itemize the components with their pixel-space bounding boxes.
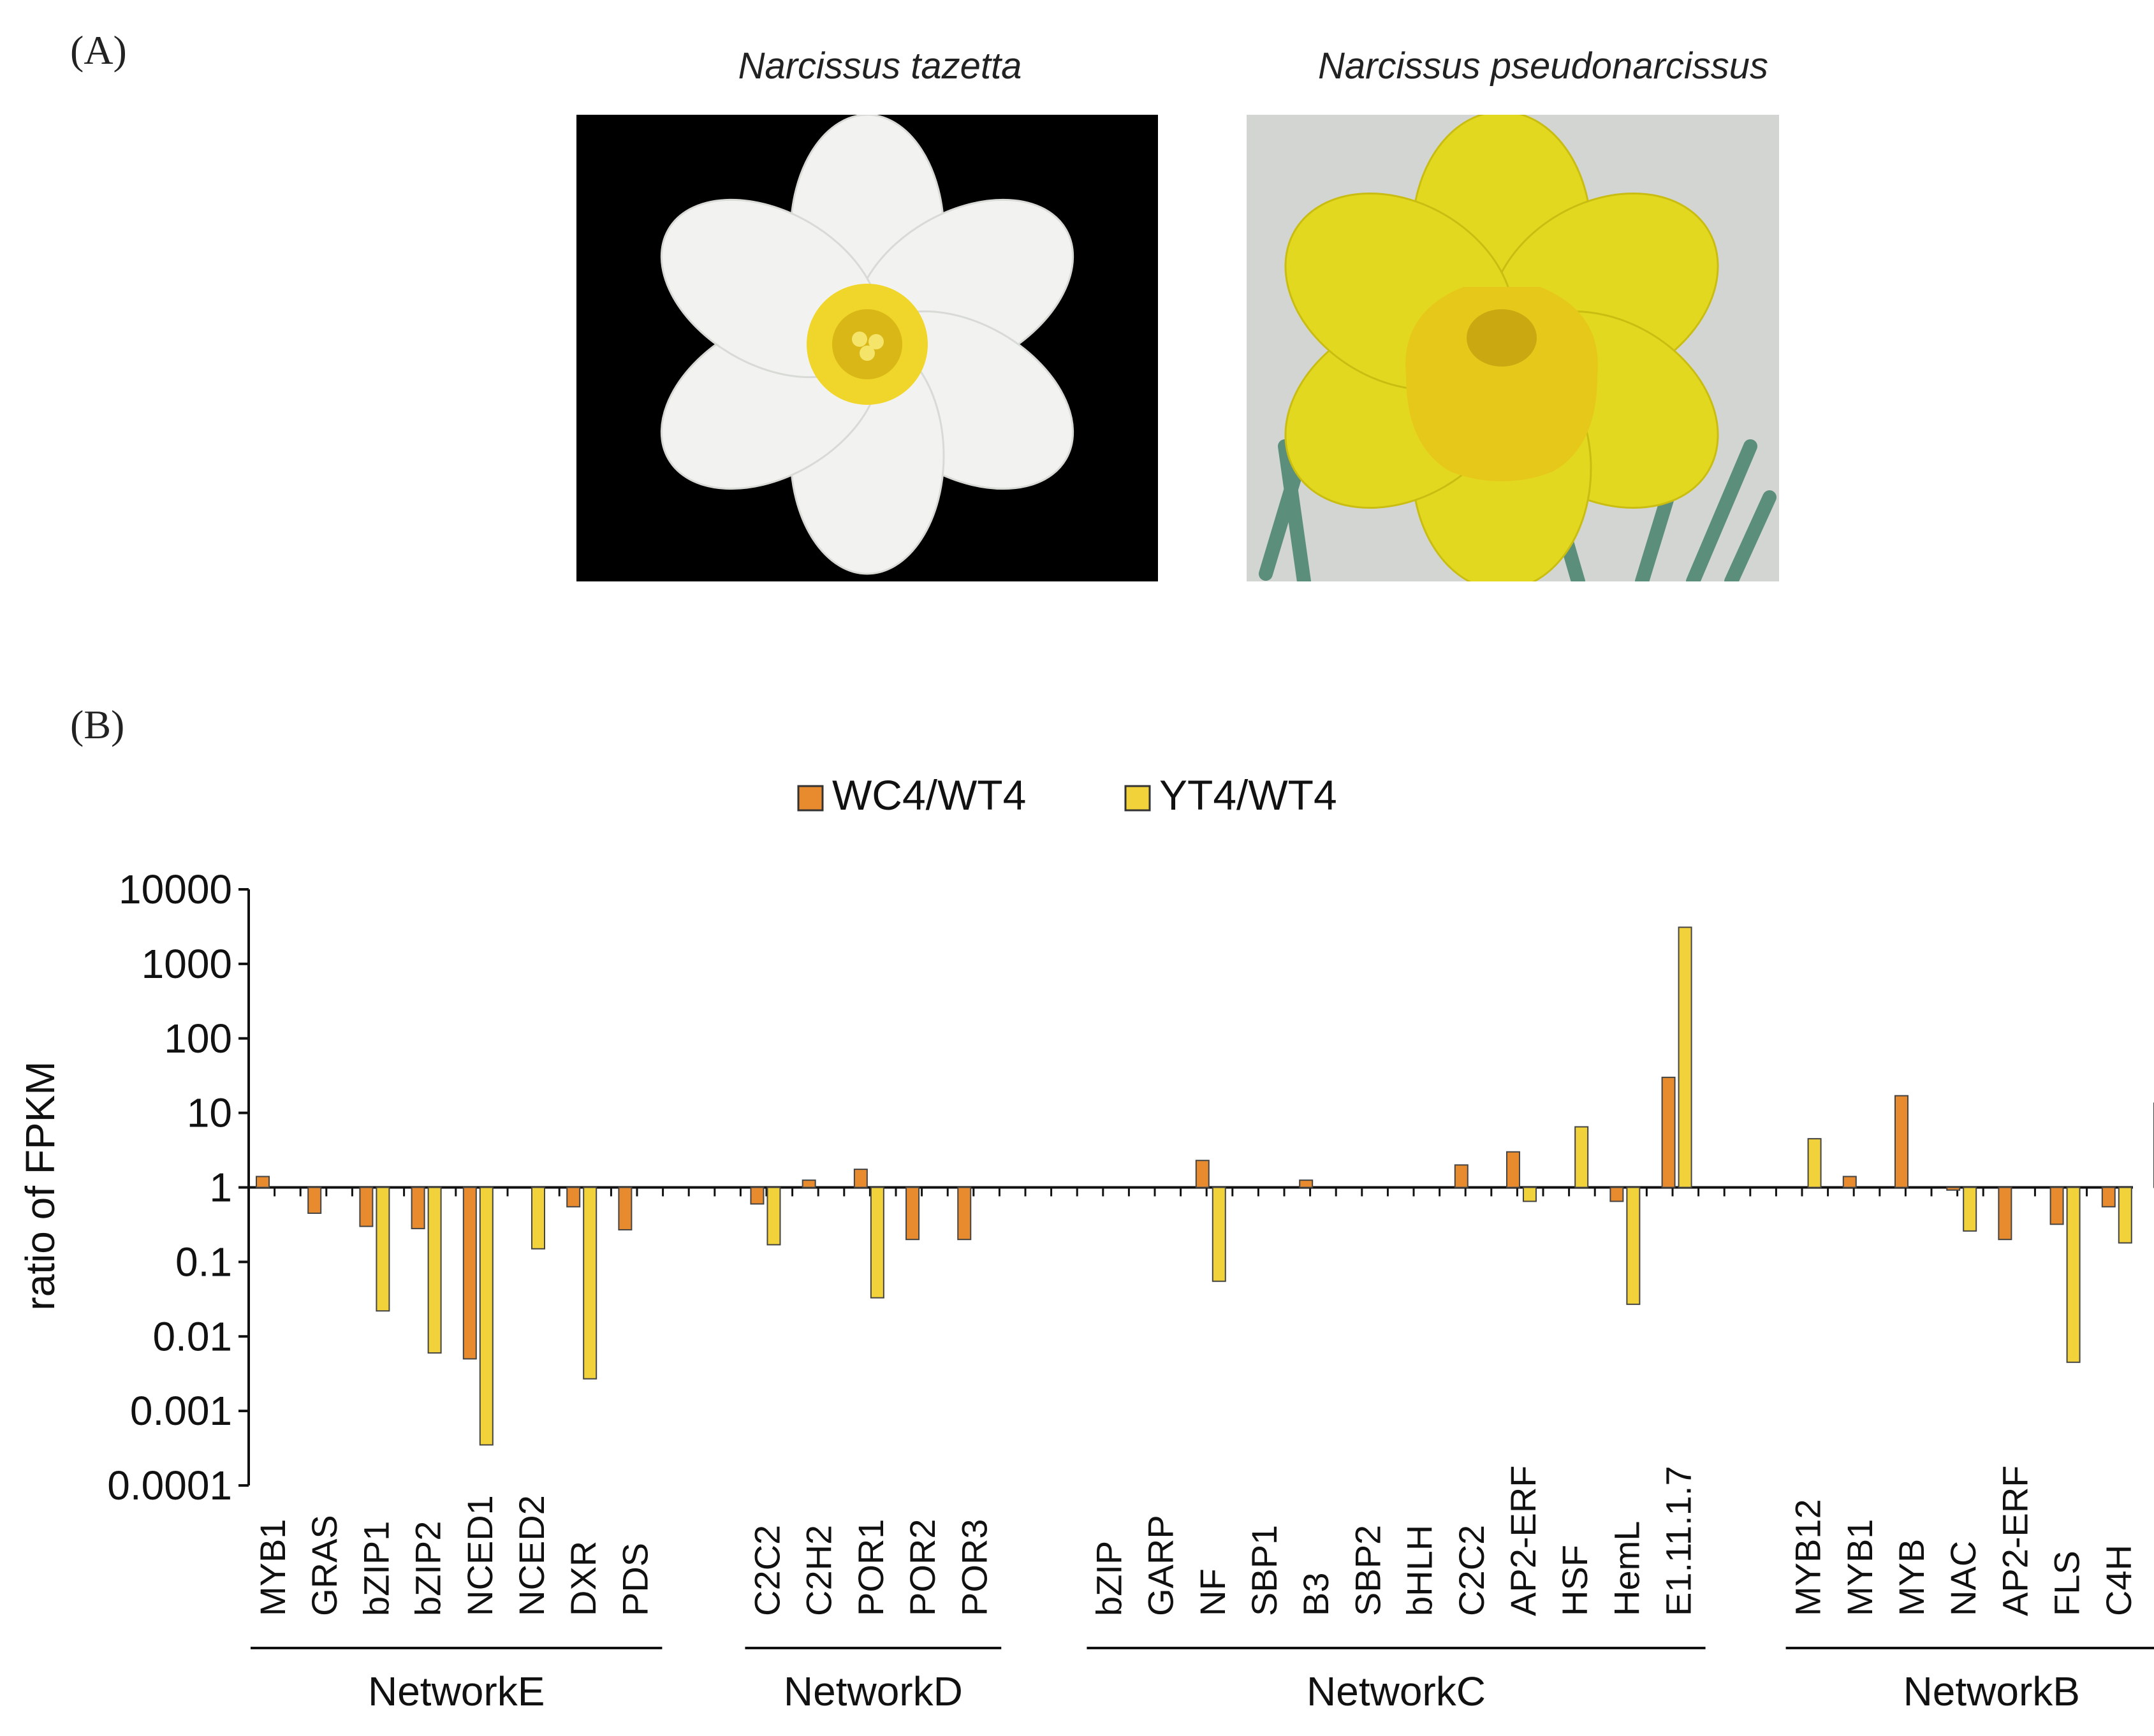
bar-wc4 [618, 1186, 633, 1230]
gene-label: GARP [1141, 1515, 1181, 1616]
gene-label: bZIP1 [356, 1521, 396, 1616]
photo-caption-pseudonarcissus: Narcissus pseudonarcissus [1318, 45, 1768, 87]
gene-label: NCED2 [511, 1495, 552, 1616]
bar-yt4 [870, 1186, 884, 1299]
bar-wc4 [359, 1186, 374, 1227]
gene-label: NF [1192, 1568, 1233, 1616]
gene-label: POR1 [851, 1519, 891, 1617]
y-tick-label: 100 [164, 1016, 232, 1061]
bar-wc4 [1195, 1160, 1210, 1188]
y-tick-label: 0.0001 [107, 1462, 232, 1508]
y-axis-label: ratio of FPKM [17, 1061, 63, 1310]
gene-label: FLS [2047, 1550, 2087, 1616]
bar-yt4 [427, 1186, 442, 1354]
bar-yt4 [1807, 1138, 1822, 1188]
bar-wc4 [1506, 1151, 1520, 1188]
gene-label: bZIP [1088, 1541, 1129, 1616]
bar-yt4 [1678, 926, 1692, 1188]
gene-label: MYB1 [253, 1519, 293, 1617]
group-label: NetworkD [784, 1668, 963, 1714]
bar-wc4 [853, 1169, 868, 1188]
gene-label: SBP1 [1244, 1525, 1284, 1616]
bar-wc4 [307, 1186, 322, 1214]
panel-label-a: (A) [70, 27, 127, 73]
bar-wc4 [2101, 1186, 2116, 1207]
bar-yt4 [1963, 1186, 1977, 1232]
bar-wc4 [411, 1186, 425, 1230]
bar-yt4 [531, 1186, 545, 1250]
gene-label: NAC [1943, 1541, 1983, 1616]
gene-label: NCED1 [460, 1495, 500, 1616]
bar-wc4 [1661, 1076, 1676, 1188]
y-tick-label: 0.1 [175, 1239, 232, 1285]
gene-label: C4H [2099, 1545, 2139, 1616]
bar-wc4 [1946, 1186, 1961, 1191]
bar-yt4 [1522, 1186, 1537, 1202]
gene-label: SBP2 [1347, 1525, 1388, 1616]
bar-yt4 [766, 1186, 781, 1246]
gene-label: C2H2 [799, 1525, 839, 1616]
gene-label: AP2-ERF [1995, 1466, 2035, 1617]
bar-wc4 [957, 1186, 972, 1241]
narcissus-tazetta-photo [576, 115, 1158, 581]
gene-label: AP2-ERF [1503, 1466, 1543, 1617]
bar-yt4 [1212, 1186, 1226, 1282]
bar-wc4 [1609, 1186, 1624, 1202]
bar-wc4 [462, 1186, 477, 1360]
y-tick-label: 1 [209, 1165, 232, 1211]
bar-yt4 [1626, 1186, 1641, 1305]
legend-swatch-wc4 [797, 785, 824, 812]
gene-label: E1.11.1.7 [1659, 1466, 1699, 1616]
bar-wc4 [2049, 1186, 2064, 1225]
gene-label: MYB [1891, 1539, 1931, 1616]
y-tick-label: 1000 [142, 941, 232, 987]
bar-wc4 [1842, 1176, 1857, 1188]
gene-label: C2C2 [1451, 1525, 1491, 1616]
gene-label: POR3 [954, 1519, 994, 1617]
group-label: NetworkB [1903, 1668, 2080, 1714]
group-label: NetworkE [368, 1668, 545, 1714]
gene-label: MYB1 [1840, 1519, 1880, 1617]
legend-label-wc4: WC4/WT4 [832, 771, 1026, 819]
bar-wc4 [750, 1186, 765, 1205]
bar-wc4 [1299, 1179, 1314, 1188]
bar-yt4 [376, 1186, 390, 1312]
bar-wc4 [566, 1186, 581, 1207]
gene-label: C2C2 [747, 1525, 787, 1616]
gene-label: DXR [563, 1541, 603, 1616]
panel-label-b: (B) [70, 702, 125, 747]
photo-caption-tazetta: Narcissus tazetta [738, 45, 1022, 87]
gene-label: GRAS [304, 1515, 344, 1616]
bar-yt4 [2066, 1186, 2081, 1363]
gene-label: HSF [1555, 1545, 1595, 1616]
bar-yt4 [583, 1186, 597, 1380]
y-tick-label: 0.01 [152, 1313, 232, 1359]
narcissus-pseudonarcissus-photo [1247, 115, 1779, 581]
group-label: NetworkC [1307, 1668, 1486, 1714]
bar-wc4 [1998, 1186, 2012, 1241]
gene-label: HemL [1606, 1521, 1646, 1616]
bar-yt4 [479, 1186, 494, 1446]
gene-label: bZIP2 [408, 1521, 448, 1616]
gene-label: POR2 [902, 1519, 942, 1617]
bar-wc4 [905, 1186, 920, 1241]
bar-yt4 [1574, 1126, 1589, 1188]
gene-label: B3 [1296, 1573, 1336, 1617]
gene-label: bHLH [1400, 1525, 1440, 1616]
gene-label: MYB12 [1788, 1499, 1828, 1616]
legend-label-yt4: YT4/WT4 [1159, 771, 1337, 819]
bar-wc4 [802, 1179, 816, 1188]
y-tick-label: 0.001 [130, 1388, 232, 1434]
legend: WC4/WT4 YT4/WT4 [797, 771, 1337, 819]
gene-label: PDS [615, 1543, 655, 1616]
bar-wc4 [1454, 1164, 1469, 1188]
legend-swatch-yt4 [1124, 785, 1151, 812]
bar-wc4 [1894, 1095, 1909, 1188]
bar-yt4 [2118, 1186, 2132, 1244]
y-tick-label: 10 [187, 1090, 232, 1136]
bar-wc4 [256, 1176, 270, 1188]
y-tick-label: 10000 [119, 866, 232, 912]
gene-label: 4CL [2150, 1550, 2154, 1616]
